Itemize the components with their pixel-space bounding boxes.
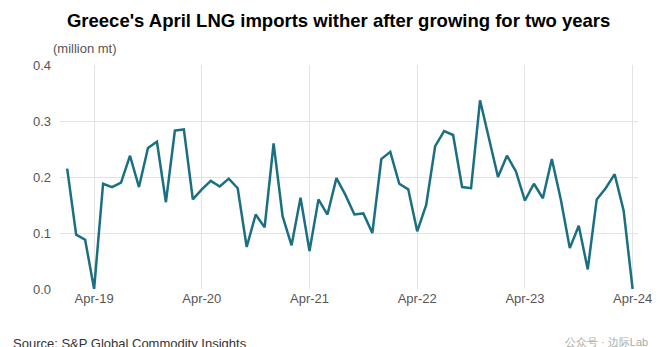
svg-text:Apr-19: Apr-19: [75, 291, 114, 306]
svg-text:0.1: 0.1: [33, 226, 51, 241]
svg-text:Apr-23: Apr-23: [505, 291, 544, 306]
svg-text:0.2: 0.2: [33, 170, 51, 185]
svg-text:Source: S&P Global Commodity I: Source: S&P Global Commodity Insights: [13, 336, 247, 347]
svg-text:Apr-24: Apr-24: [613, 291, 652, 306]
svg-text:Apr-21: Apr-21: [290, 291, 329, 306]
svg-text:Apr-22: Apr-22: [398, 291, 437, 306]
svg-text:(million mt): (million mt): [53, 41, 117, 56]
svg-text:公众号 · 边际Lab: 公众号 · 边际Lab: [565, 336, 648, 347]
svg-text:Apr-20: Apr-20: [182, 291, 221, 306]
svg-text:Greece's April LNG imports wit: Greece's April LNG imports wither after …: [67, 10, 610, 31]
svg-text:0.4: 0.4: [33, 58, 51, 73]
svg-text:0.3: 0.3: [33, 114, 51, 129]
svg-text:0.0: 0.0: [33, 282, 51, 297]
